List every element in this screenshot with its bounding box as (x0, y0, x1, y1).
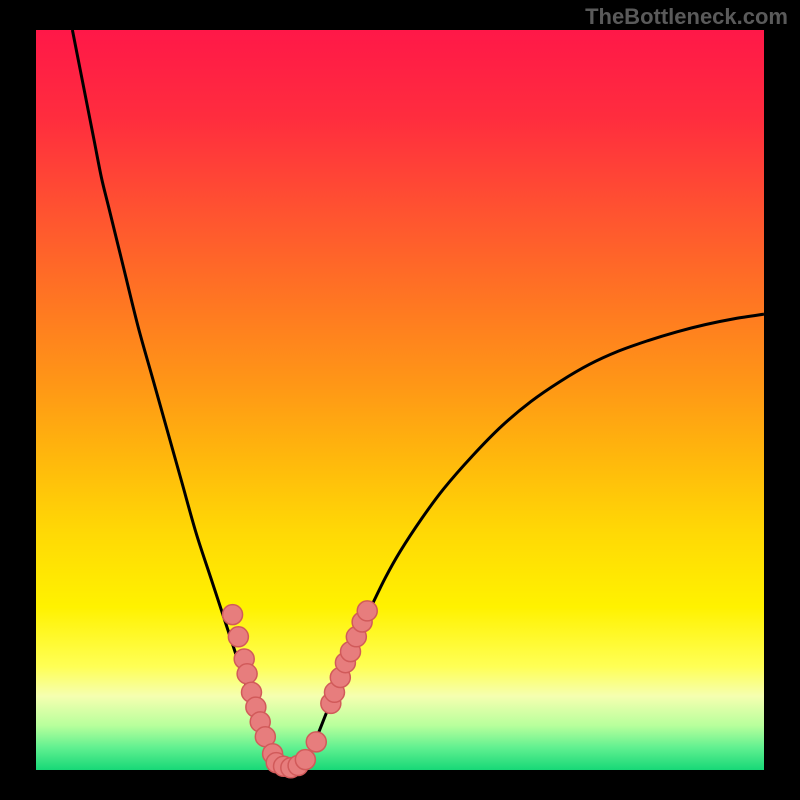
data-point-marker (295, 750, 315, 770)
chart-svg (0, 0, 800, 800)
data-point-marker (237, 664, 257, 684)
data-point-marker (223, 605, 243, 625)
plot-gradient-bg (36, 30, 764, 770)
chart-container: TheBottleneck.com (0, 0, 800, 800)
data-point-marker (228, 627, 248, 647)
data-point-marker (306, 732, 326, 752)
data-point-marker (357, 601, 377, 621)
